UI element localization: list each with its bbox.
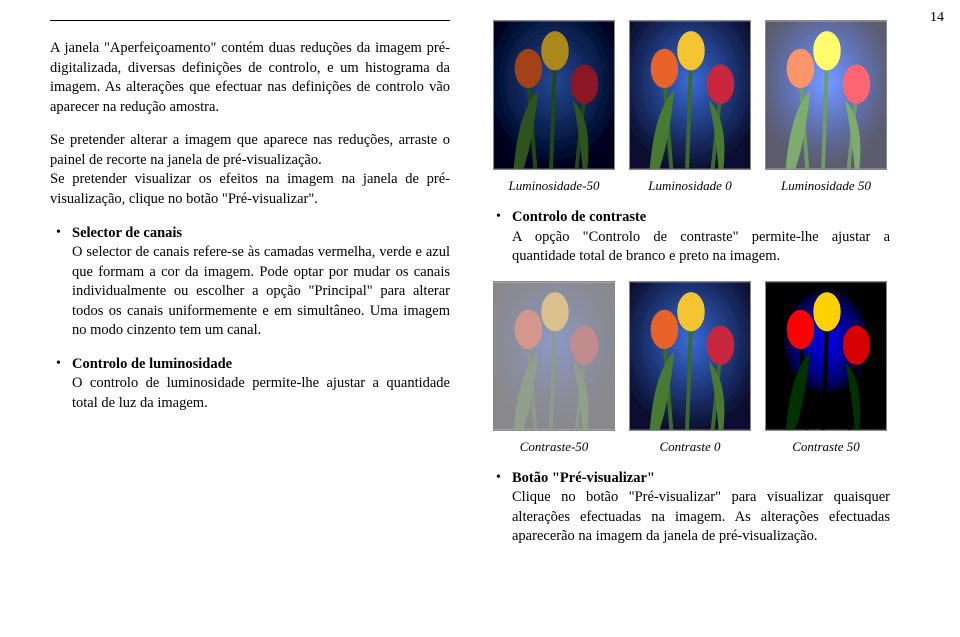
bullet-title: Selector de canais: [72, 224, 450, 244]
caption: Contraste 50: [762, 439, 890, 455]
intro-paragraph-2: Se pretender alterar a imagem que aparec…: [50, 131, 450, 170]
caption: Luminosidade 50: [762, 178, 890, 194]
left-column: A janela "Aperfeiçoamento" contém duas r…: [50, 20, 450, 547]
caption: Contraste 0: [626, 439, 754, 455]
bullet-luminosidade: • Controlo de luminosidade O controlo de…: [50, 355, 450, 414]
luminosity-image-row: [490, 20, 890, 170]
bullet-body: A opção "Controlo de contraste" permite-…: [512, 229, 890, 265]
contrast-image-row: [490, 281, 890, 431]
page-number: 14: [930, 10, 944, 26]
luminosity-captions: Luminosidade-50 Luminosidade 0 Luminosid…: [490, 174, 890, 194]
horizontal-rule: [50, 20, 450, 21]
caption: Luminosidade 0: [626, 178, 754, 194]
bullet-body: O selector de canais refere-se às camada…: [72, 244, 450, 338]
bullet-dot-icon: •: [50, 355, 72, 414]
thumb-con-50: [765, 281, 887, 431]
bullet-selector-canais: • Selector de canais O selector de canai…: [50, 224, 450, 341]
bullet-body: Clique no botão "Pré-visualizar" para vi…: [512, 489, 890, 544]
bullet-title: Controlo de contraste: [512, 208, 890, 228]
thumb-con-neg50: [493, 281, 615, 431]
thumb-lum-0: [629, 20, 751, 170]
thumb-lum-50: [765, 20, 887, 170]
thumb-con-0: [629, 281, 751, 431]
caption: Luminosidade-50: [490, 178, 618, 194]
caption: Contraste-50: [490, 439, 618, 455]
bullet-title: Controlo de luminosidade: [72, 355, 450, 375]
right-column: Luminosidade-50 Luminosidade 0 Luminosid…: [490, 20, 890, 547]
thumb-lum-neg50: [493, 20, 615, 170]
contrast-captions: Contraste-50 Contraste 0 Contraste 50: [490, 435, 890, 455]
intro-paragraph-3: Se pretender visualizar os efeitos na im…: [50, 170, 450, 209]
bullet-dot-icon: •: [490, 469, 512, 547]
bullet-dot-icon: •: [490, 208, 512, 267]
bullet-previsualizar: • Botão "Pré-visualizar" Clique no botão…: [490, 469, 890, 547]
bullet-contraste: • Controlo de contraste A opção "Control…: [490, 208, 890, 267]
intro-paragraph-1: A janela "Aperfeiçoamento" contém duas r…: [50, 39, 450, 117]
page-content: A janela "Aperfeiçoamento" contém duas r…: [0, 0, 960, 557]
bullet-dot-icon: •: [50, 224, 72, 341]
bullet-body: O controlo de luminosidade permite-lhe a…: [72, 375, 450, 411]
bullet-title: Botão "Pré-visualizar": [512, 469, 890, 489]
